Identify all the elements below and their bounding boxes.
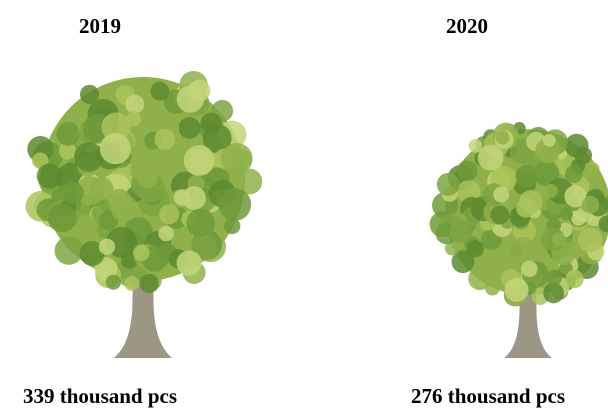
leaf-cluster: [565, 269, 584, 289]
tree: [429, 121, 608, 358]
value-label: 339 thousand pcs: [23, 384, 177, 408]
leaf-cluster: [448, 219, 473, 244]
leaf-cluster: [79, 240, 105, 266]
leaf-cluster: [546, 269, 563, 286]
leaf-cluster: [98, 238, 116, 255]
value-label: 276 thousand pcs: [411, 384, 565, 408]
leaf-cluster: [183, 145, 215, 176]
category-label: 2019: [79, 14, 121, 38]
leaf-cluster: [444, 240, 460, 256]
leaf-cluster: [521, 260, 538, 278]
leaf-cluster: [56, 122, 81, 146]
leaf-cluster: [150, 81, 170, 101]
category-label: 2020: [446, 14, 488, 38]
leaf-cluster: [158, 225, 174, 242]
leaf-cluster: [581, 195, 600, 214]
leaf-cluster: [159, 204, 180, 225]
leaf-cluster: [564, 185, 587, 208]
leaf-cluster: [495, 130, 510, 145]
leaf-cluster: [468, 139, 483, 153]
leaf-cluster: [200, 112, 222, 134]
leaf-cluster: [133, 244, 150, 262]
leaf-cluster: [188, 79, 211, 102]
leaf-cluster: [571, 211, 586, 226]
leaf-cluster: [218, 188, 252, 221]
leaf-cluster: [232, 149, 252, 169]
leaf-cluster: [533, 160, 560, 187]
leaf-cluster: [110, 194, 138, 222]
leaf-cluster: [436, 172, 460, 196]
leaf-cluster: [519, 189, 543, 214]
leaf-cluster: [223, 217, 241, 235]
leaf-cluster: [99, 132, 131, 165]
leaf-cluster: [560, 207, 573, 221]
leaf-cluster: [62, 181, 84, 204]
leaf-cluster: [186, 208, 215, 237]
leaf-cluster: [139, 273, 159, 294]
leaf-cluster: [191, 234, 217, 260]
leaf-cluster: [178, 116, 201, 139]
leaf-cluster: [564, 133, 589, 158]
leaf-cluster: [543, 282, 564, 304]
leaf-cluster: [137, 167, 158, 188]
leaf-cluster: [578, 227, 603, 253]
leaf-cluster: [124, 275, 140, 291]
leaf-cluster: [598, 215, 608, 233]
leaf-cluster: [36, 163, 63, 189]
leaf-cluster: [58, 142, 76, 160]
leaf-cluster: [456, 160, 478, 182]
leaf-cluster: [176, 250, 202, 276]
leaf-cluster: [551, 232, 566, 247]
leaf-cluster: [510, 236, 535, 262]
leaf-cluster: [74, 142, 104, 172]
tree: [25, 70, 263, 358]
leaf-cluster: [154, 128, 176, 150]
leaf-cluster: [542, 134, 556, 147]
leaf-cluster: [468, 267, 492, 291]
leaf-cluster: [47, 203, 77, 233]
leaf-cluster: [544, 184, 558, 198]
leaf-cluster: [493, 186, 510, 203]
leaf-cluster: [477, 144, 504, 171]
leaf-cluster: [125, 94, 145, 114]
leaf-cluster: [173, 189, 191, 206]
leaf-cluster: [54, 236, 84, 265]
leaf-cluster: [457, 179, 481, 203]
leaf-cluster: [79, 84, 100, 104]
leaf-cluster: [504, 277, 529, 302]
leaf-cluster: [584, 164, 599, 179]
leaf-cluster: [565, 165, 583, 183]
leaf-cluster: [105, 274, 121, 290]
leaf-cluster: [466, 239, 484, 258]
leaf-cluster: [236, 168, 263, 195]
leaf-cluster: [515, 164, 538, 188]
leaf-cluster: [451, 250, 475, 274]
leaf-cluster: [485, 280, 500, 296]
leaf-cluster: [490, 205, 510, 225]
leaf-cluster: [76, 176, 105, 206]
